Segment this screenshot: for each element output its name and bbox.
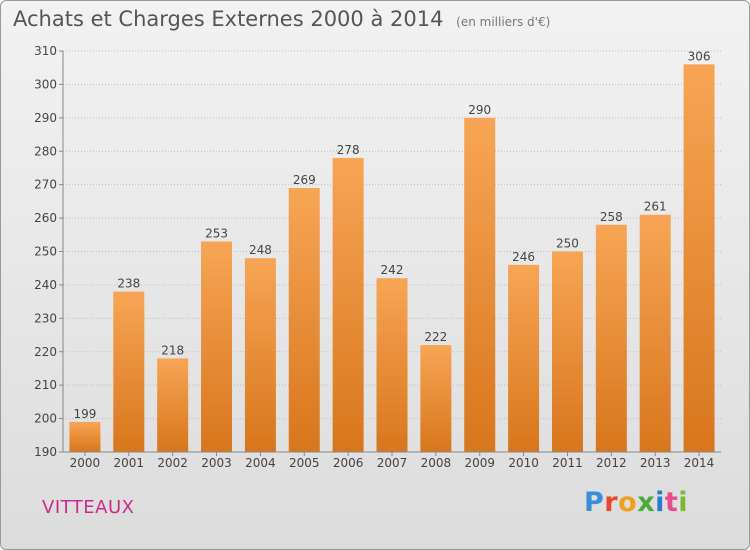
x-tick-label: 2001 [114,456,145,470]
y-tick-label: 230 [34,311,57,325]
bar-value-label: 248 [249,243,272,257]
bar-value-label: 218 [161,343,184,357]
bar-2014 [683,64,715,452]
chart-unit-label: (en milliers d'€) [456,15,551,29]
bar-value-label: 246 [512,250,535,264]
bar-2005 [288,188,320,452]
bar-2013 [639,214,671,452]
x-tick-label: 2010 [508,456,539,470]
bar-2001 [113,291,145,452]
bar-2012 [595,224,627,452]
bar-2006 [332,157,364,452]
y-tick-label: 240 [34,278,57,292]
x-tick-label: 2009 [464,456,495,470]
x-tick-label: 2002 [157,456,188,470]
bar-value-label: 250 [556,237,579,251]
bar-2008 [420,345,452,452]
y-tick-label: 300 [34,77,57,91]
bar-2011 [551,251,583,452]
x-tick-label: 2008 [421,456,452,470]
chart-title-text: Achats et Charges Externes 2000 à 2014 [13,7,444,31]
bar-2004 [244,258,276,452]
bar-value-label: 199 [73,407,96,421]
x-tick-label: 2013 [640,456,671,470]
y-tick-label: 200 [34,412,57,426]
bar-value-label: 242 [381,263,404,277]
y-tick-label: 260 [34,211,57,225]
y-tick-label: 270 [34,178,57,192]
x-tick-label: 2000 [70,456,101,470]
x-tick-label: 2003 [201,456,232,470]
bar-value-label: 290 [468,103,491,117]
bar-value-label: 261 [644,200,667,214]
bar-value-label: 306 [688,49,711,63]
y-tick-label: 310 [34,44,57,58]
x-tick-label: 2007 [377,456,408,470]
bar-value-label: 238 [117,277,140,291]
y-tick-label: 250 [34,245,57,259]
bar-2002 [157,358,189,452]
y-tick-label: 280 [34,144,57,158]
bar-2003 [201,241,233,452]
logo-letter: o [618,487,638,518]
logo-letter: t [664,487,679,518]
city-name: VITTEAUX [42,497,135,518]
bar-2007 [376,278,408,452]
bar-value-label: 258 [600,210,623,224]
x-tick-label: 2006 [333,456,364,470]
bar-value-label: 278 [337,143,360,157]
y-tick-label: 290 [34,111,57,125]
bar-2010 [508,264,540,452]
chart-title: Achats et Charges Externes 2000 à 2014 (… [13,7,550,31]
x-tick-label: 2005 [289,456,320,470]
logo-letter: r [604,487,619,518]
x-tick-label: 2004 [245,456,276,470]
x-tick-label: 2012 [596,456,627,470]
bar-value-label: 269 [293,173,316,187]
bar-value-label: 222 [424,330,447,344]
logo-letter: i [655,487,665,518]
y-tick-label: 220 [34,345,57,359]
y-tick-label: 210 [34,378,57,392]
y-tick-label: 190 [34,445,57,459]
logo-letter: x [637,487,656,518]
x-tick-label: 2014 [684,456,715,470]
bar-value-label: 253 [205,226,228,240]
logo-letter: P [584,487,605,518]
logo-letter: i [678,487,689,518]
proxiti-logo: Proxiti [584,487,688,518]
bar-2009 [464,117,496,452]
bar-2000 [69,421,101,452]
x-tick-label: 2011 [552,456,583,470]
